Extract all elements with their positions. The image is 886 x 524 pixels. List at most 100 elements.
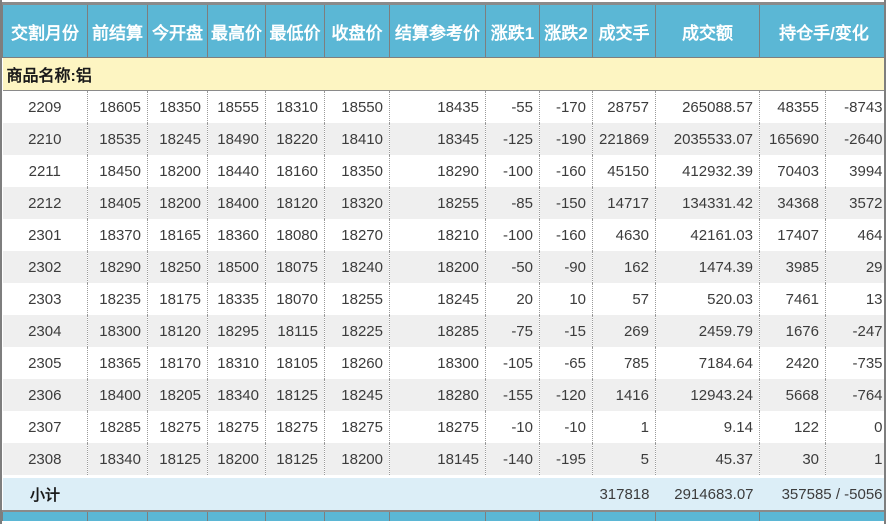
cell-high: 18310: [207, 347, 266, 379]
cell-open: 18120: [147, 315, 208, 347]
cell-high: 18400: [207, 187, 266, 219]
cell-open_interest: 122: [759, 411, 826, 443]
cell-volume: 1416: [592, 379, 656, 411]
cell-change1: -125: [485, 123, 540, 155]
table-row: 2211 18450 18200 18440 18160 18350 18290 -100 -1…: [2, 155, 884, 187]
cell-change1: -50: [485, 251, 540, 283]
cell-open_interest: 5668: [759, 379, 826, 411]
table-row: 2307 18285 18275 18275 18275 18275 18275 -10 -10…: [2, 411, 884, 443]
cell-change1: -100: [485, 155, 540, 187]
column-header-change1: 涨跌1: [485, 3, 540, 58]
cell-change1: -155: [485, 379, 540, 411]
cell-high: 18295: [207, 315, 266, 347]
cell-volume: 162: [592, 251, 656, 283]
cell-prev_settle: 18450: [87, 155, 148, 187]
cell-month: 2304: [2, 315, 88, 347]
cell-low: 18125: [265, 379, 325, 411]
cell-prev_settle: 18535: [87, 123, 148, 155]
cell-change2: 10: [539, 283, 593, 315]
cell-low: 18115: [265, 315, 325, 347]
cell-change1: -75: [485, 315, 540, 347]
cell-month: 2212: [2, 187, 88, 219]
cell-change2: -120: [539, 379, 593, 411]
cell-month: 2209: [2, 90, 88, 123]
cell-close: 18320: [324, 187, 390, 219]
cell-turnover: 2459.79: [655, 315, 760, 347]
cell-turnover: 7184.64: [655, 347, 760, 379]
cell-change2: -160: [539, 155, 593, 187]
column-header-open-interest-change: 持仓手/变化: [758, 3, 884, 58]
cell-volume: 4630: [592, 219, 656, 251]
cell-change2: -195: [539, 443, 593, 477]
cell-month: 2301: [2, 219, 88, 251]
column-header-low: 最低价: [265, 3, 325, 58]
cell-change1: -105: [485, 347, 540, 379]
cell-oi_change: 13: [865, 290, 883, 308]
subtotal-spacer: [87, 475, 593, 511]
column-header-prev-settle: 前结算: [87, 3, 148, 58]
cell-oi_change: -764: [852, 386, 883, 404]
cell-change1: -55: [485, 90, 540, 123]
cell-open_interest: 7461: [759, 283, 826, 315]
cell-open_interest: 17407: [759, 219, 826, 251]
cell-open_interest: 2420: [759, 347, 826, 379]
cell-close: 18275: [324, 411, 390, 443]
cell-open_interest: 1676: [759, 315, 826, 347]
cell-low: 18075: [265, 251, 325, 283]
column-header-row: 交割月份 前结算 今开盘 最高价 最低价 收盘价 结算参考价 涨跌1 涨跌2 成…: [2, 3, 884, 58]
cell-change2: -170: [539, 90, 593, 123]
cell-open: 18275: [147, 411, 208, 443]
data-rows: 2209 18605 18350 18555 18310 18550 18435 -55 -17…: [2, 90, 884, 477]
cell-open_interest: 48355: [759, 90, 826, 123]
cell-open: 18205: [147, 379, 208, 411]
cell-high: 18275: [207, 411, 266, 443]
cell-turnover: 1474.39: [655, 251, 760, 283]
cell-prev_settle: 18300: [87, 315, 148, 347]
column-header-change2: 涨跌2: [539, 3, 593, 58]
cell-open_interest: 3985: [759, 251, 826, 283]
cell-turnover: 9.14: [655, 411, 760, 443]
cell-high: 18335: [207, 283, 266, 315]
cell-low: 18120: [265, 187, 325, 219]
cell-low: 18070: [265, 283, 325, 315]
column-header-delivery-month: 交割月份: [2, 3, 88, 58]
subtotal-open-interest: 357585 / -5056: [759, 475, 884, 511]
cell-open: 18200: [147, 187, 208, 219]
cell-month: 2306: [2, 379, 88, 411]
cell-low: 18105: [265, 347, 325, 379]
cell-low: 18220: [265, 123, 325, 155]
cell-prev_settle: 18365: [87, 347, 148, 379]
cell-prev_settle: 18290: [87, 251, 148, 283]
cell-month: 2308: [2, 443, 88, 477]
cell-close: 18260: [324, 347, 390, 379]
cell-oi_change: 464: [857, 226, 883, 244]
top-edge-sliver: [2, 0, 884, 2]
cell-change1: -100: [485, 219, 540, 251]
cell-close: 18245: [324, 379, 390, 411]
column-header-close: 收盘价: [324, 3, 390, 58]
cell-open: 18165: [147, 219, 208, 251]
cell-prev_settle: 18340: [87, 443, 148, 477]
cell-settle_ref: 18290: [389, 155, 486, 187]
cell-settle_ref: 18245: [389, 283, 486, 315]
cell-volume: 57: [592, 283, 656, 315]
cell-volume: 45150: [592, 155, 656, 187]
table-row: 2305 18365 18170 18310 18105 18260 18300 -105 -6…: [2, 347, 884, 379]
cell-oi_change: 0: [874, 418, 883, 436]
cell-turnover: 134331.42: [655, 187, 760, 219]
table-row: 2303 18235 18175 18335 18070 18255 18245 20 10 57…: [2, 283, 884, 315]
cell-oi_change: 1: [874, 450, 883, 468]
cell-high: 18440: [207, 155, 266, 187]
cell-prev_settle: 18605: [87, 90, 148, 123]
cell-open: 18200: [147, 155, 208, 187]
cell-settle_ref: 18145: [389, 443, 486, 477]
cell-volume: 269: [592, 315, 656, 347]
table-row: 2212 18405 18200 18400 18120 18320 18255 -85 -15…: [2, 187, 884, 219]
table-row: 2302 18290 18250 18500 18075 18240 18200 -50 -90…: [2, 251, 884, 283]
subtotal-turnover: 2914683.07: [655, 475, 760, 511]
cell-change1: -140: [485, 443, 540, 477]
cell-change2: -15: [539, 315, 593, 347]
next-section-header-strip: [2, 510, 884, 521]
cell-month: 2307: [2, 411, 88, 443]
